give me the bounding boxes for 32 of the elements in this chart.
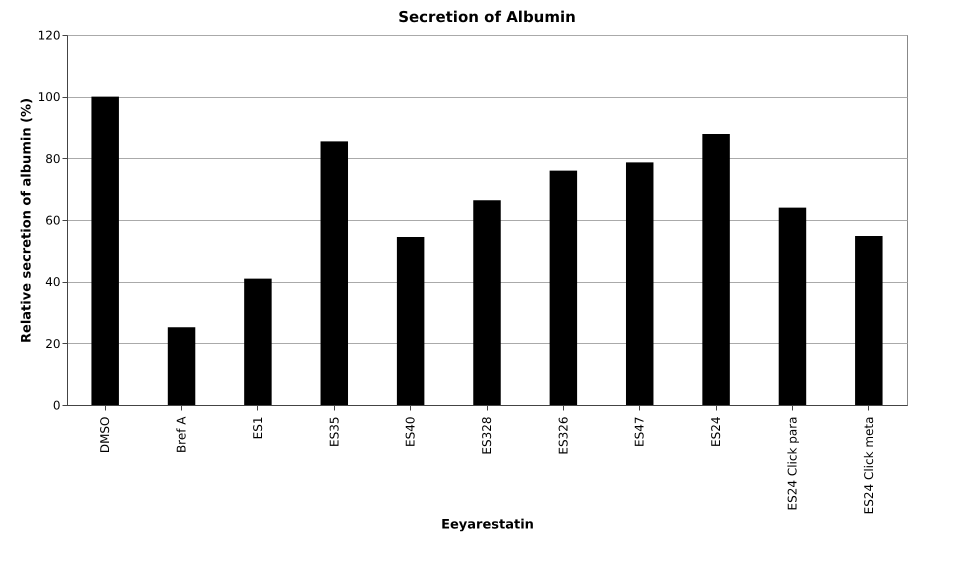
x-tick-label: ES24 Click meta [862,416,876,514]
bar [855,236,883,405]
bar [702,134,730,405]
y-tick-label: 80 [45,152,60,166]
y-tick-label: 40 [45,275,60,290]
x-tick-label: ES24 Click para [785,416,800,510]
x-axis-title: Eeyarestatin [441,517,534,532]
x-tick-label: ES328 [480,416,494,455]
bar [320,141,348,405]
bar [550,170,578,405]
x-tick-label: ES1 [250,416,265,440]
y-axis-title: Relative secretion of albumin (%) [20,98,35,344]
bar [396,236,424,405]
y-tick-label: 20 [45,336,60,351]
x-tick-label: ES35 [327,416,342,447]
bar [778,208,806,405]
bar [91,96,119,405]
x-tick-label: ES47 [632,416,647,447]
bar [168,327,196,405]
x-tick-label: ES40 [404,416,418,447]
bar [473,200,501,405]
y-tick-label: 100 [38,90,60,104]
bar [626,162,654,405]
bar [244,278,272,405]
x-tick-label: Bref A [174,416,189,454]
x-tick-label: DMSO [98,416,112,454]
y-tick-label: 60 [45,214,60,228]
y-tick-label: 120 [38,28,60,42]
x-tick-label: ES24 [709,416,724,447]
x-tick-label: ES326 [556,416,570,455]
y-tick-label: 0 [52,398,60,412]
chart-title: Secretion of Albumin [398,8,576,26]
